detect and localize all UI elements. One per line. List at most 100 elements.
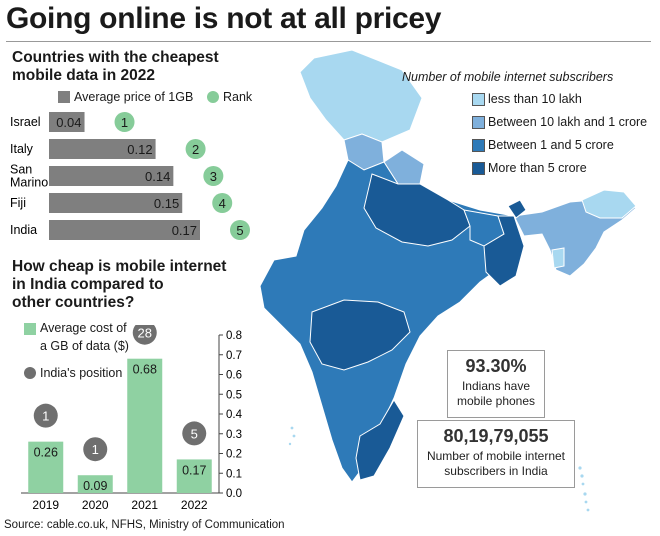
title-divider bbox=[6, 41, 651, 42]
phones-pct: 93.30% bbox=[465, 356, 527, 376]
subscribers-stat-box: 80,19,79,055 Number of mobile internet s… bbox=[417, 420, 575, 488]
india-map bbox=[259, 50, 637, 512]
phones-line1: Indians have bbox=[461, 379, 531, 393]
subscribers-line2: subscribers in India bbox=[444, 464, 548, 478]
map-region-ladakh bbox=[299, 50, 423, 143]
position-label-2021: 28 bbox=[138, 326, 152, 341]
legend-rank-dot bbox=[207, 91, 219, 103]
rank-label-3: 4 bbox=[219, 196, 226, 211]
position-label-2020: 1 bbox=[92, 442, 99, 457]
map-legend-label-2: Between 10 lakh and 1 crore bbox=[488, 115, 648, 129]
panel2-title-line1: How cheap is mobile internet bbox=[12, 258, 227, 275]
legend-cost-swatch bbox=[24, 323, 36, 335]
panel1-title: Countries with the cheapest mobile data … bbox=[12, 49, 219, 85]
page-title: Going online is not at all pricey bbox=[6, 2, 442, 35]
map-region-tamil-nadu bbox=[355, 399, 405, 481]
map-legend-swatch-4 bbox=[472, 162, 485, 175]
y-tick-label-5: 0.5 bbox=[226, 389, 242, 401]
rank-circle-0 bbox=[114, 112, 135, 132]
category-label-4: India bbox=[10, 223, 37, 237]
map-legend-swatch-2 bbox=[472, 116, 485, 129]
y-tick-label-2: 0.2 bbox=[226, 449, 242, 461]
bar-2019 bbox=[28, 441, 64, 493]
panel2-title-line2: in India compared to bbox=[12, 276, 164, 293]
legend-cost-line1: Average cost of bbox=[40, 321, 127, 335]
bar-label-2021: 0.68 bbox=[133, 363, 157, 377]
y-tick-label-3: 0.3 bbox=[226, 429, 242, 441]
panel1-title-line1: Countries with the cheapest bbox=[12, 49, 219, 66]
map-legend-label-4: More than 5 crore bbox=[488, 161, 587, 175]
rank-circle-3 bbox=[212, 193, 233, 213]
rank-label-0: 1 bbox=[121, 115, 128, 130]
bar-0 bbox=[49, 112, 85, 132]
x-tick-label-2020: 2020 bbox=[82, 498, 109, 512]
y-tick-label-7: 0.7 bbox=[226, 350, 242, 362]
subscribers-count: 80,19,79,055 bbox=[443, 426, 549, 446]
map-legend-title: Number of mobile internet subscribers bbox=[402, 70, 614, 84]
category-label-3: Fiji bbox=[10, 196, 26, 210]
bar-label-3: 0.15 bbox=[154, 196, 179, 211]
bar-2 bbox=[49, 166, 174, 186]
position-label-2022: 5 bbox=[191, 426, 198, 441]
y-tick-label-1: 0.1 bbox=[226, 468, 242, 480]
bar-3 bbox=[49, 193, 183, 213]
bar-2020 bbox=[77, 475, 113, 493]
legend-rank-label: Rank bbox=[223, 90, 253, 104]
map-region-uttar-pradesh bbox=[363, 173, 471, 247]
bar-1 bbox=[49, 139, 156, 159]
category-label-1: Italy bbox=[10, 142, 34, 156]
bar-label-1: 0.12 bbox=[127, 142, 152, 157]
rank-label-4: 5 bbox=[236, 223, 243, 238]
map-region-tripura bbox=[551, 247, 565, 269]
rank-circle-1 bbox=[185, 139, 206, 159]
bar-label-0: 0.04 bbox=[56, 115, 81, 130]
map-legend-swatch-1 bbox=[472, 93, 485, 106]
rank-circle-2 bbox=[203, 166, 224, 186]
y-tick-label-6: 0.6 bbox=[226, 370, 242, 382]
bar-label-2019: 0.26 bbox=[34, 446, 58, 460]
subscribers-line1: Number of mobile internet bbox=[426, 449, 566, 463]
map-region-islands bbox=[288, 426, 590, 512]
position-label-2019: 1 bbox=[42, 409, 49, 424]
map-region-sikkim bbox=[507, 199, 527, 219]
legend-price-label: Average price of 1GB bbox=[74, 90, 194, 104]
legend-cost-label: Average cost of a GB of data ($) bbox=[40, 321, 129, 353]
panel1-title-line2: mobile data in 2022 bbox=[12, 67, 155, 84]
y-tick-label-4: 0.4 bbox=[226, 409, 243, 421]
map-region-west-bengal bbox=[483, 215, 525, 287]
rank-label-2: 3 bbox=[210, 169, 217, 184]
bar-2021 bbox=[127, 358, 163, 493]
legend-position-dot bbox=[24, 367, 36, 379]
map-legend-swatch-3 bbox=[472, 139, 485, 152]
category-label-2-0: San bbox=[10, 163, 32, 177]
position-circle-2019 bbox=[33, 403, 58, 428]
phones-stat-box: 93.30% Indians have mobile phones bbox=[447, 350, 545, 418]
bar-2022 bbox=[176, 459, 212, 493]
bar-label-2022: 0.17 bbox=[182, 463, 206, 477]
india-cost-bar-chart: 0.0 0.1 0.2 0.3 0.4 0.5 0.6 0.7 0.8 0.26 2019 1 0.09… bbox=[21, 325, 243, 512]
position-circle-2022 bbox=[182, 421, 207, 446]
bar-label-2: 0.14 bbox=[145, 169, 170, 184]
legend-cost-line2: a GB of data ($) bbox=[40, 339, 129, 353]
source-note: Source: cable.co.uk, NFHS, Ministry of C… bbox=[4, 519, 285, 531]
bar-label-4: 0.17 bbox=[172, 223, 197, 238]
panel2-title: How cheap is mobile internet in India co… bbox=[12, 258, 226, 312]
category-label-0: Israel bbox=[10, 115, 41, 129]
category-label-2-1: Marino bbox=[10, 176, 48, 190]
y-tick-label-8: 0.8 bbox=[226, 330, 242, 342]
rank-label-1: 2 bbox=[192, 142, 199, 157]
map-legend-label-3: Between 1 and 5 crore bbox=[488, 138, 614, 152]
y-tick-label-0: 0.0 bbox=[226, 488, 242, 500]
map-legend-label-1: less than 10 lakh bbox=[488, 92, 582, 106]
map-region-maharashtra bbox=[309, 299, 411, 371]
panel2-title-line3: other countries? bbox=[12, 294, 135, 311]
legend-position-label: India's position bbox=[40, 366, 123, 380]
x-tick-label-2022: 2022 bbox=[181, 498, 208, 512]
x-tick-label-2021: 2021 bbox=[131, 498, 158, 512]
map-region-arunachal bbox=[581, 189, 637, 219]
x-tick-label-2019: 2019 bbox=[32, 498, 59, 512]
bar-label-2020: 0.09 bbox=[83, 479, 107, 493]
position-circle-2021 bbox=[132, 325, 157, 345]
position-circle-2020 bbox=[83, 437, 108, 462]
